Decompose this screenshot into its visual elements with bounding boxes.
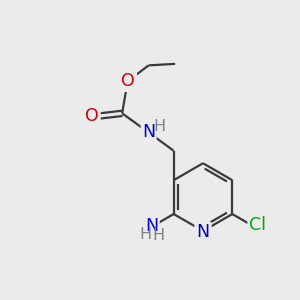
Text: H: H [152,228,165,243]
Text: N: N [196,224,210,242]
Text: O: O [85,107,99,125]
Text: H: H [154,119,166,134]
Text: N: N [142,124,155,142]
Text: Cl: Cl [249,216,266,234]
Text: N: N [145,217,158,235]
Text: H: H [139,226,151,242]
Text: O: O [121,72,135,90]
